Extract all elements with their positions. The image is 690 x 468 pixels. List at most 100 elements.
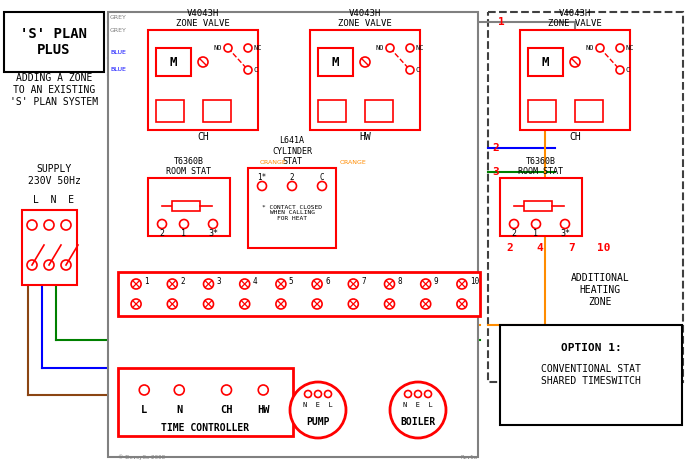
Text: V4043H
ZONE VALVE: V4043H ZONE VALVE xyxy=(338,8,392,28)
Circle shape xyxy=(360,57,370,67)
Text: 9: 9 xyxy=(434,278,438,286)
Bar xyxy=(22,210,77,285)
Text: 4: 4 xyxy=(253,278,257,286)
Text: BLUE: BLUE xyxy=(110,67,126,72)
Text: 2: 2 xyxy=(180,278,185,286)
Circle shape xyxy=(221,385,232,395)
Circle shape xyxy=(167,279,177,289)
Circle shape xyxy=(276,279,286,289)
Circle shape xyxy=(312,279,322,289)
Circle shape xyxy=(386,44,394,52)
Text: C: C xyxy=(254,67,258,73)
Text: TIME CONTROLLER: TIME CONTROLLER xyxy=(161,423,250,433)
Text: CONVENTIONAL STAT
SHARED TIMESWITCH: CONVENTIONAL STAT SHARED TIMESWITCH xyxy=(541,364,641,386)
Circle shape xyxy=(312,299,322,309)
Text: N: N xyxy=(176,405,182,415)
Circle shape xyxy=(198,57,208,67)
Bar xyxy=(118,272,480,316)
Text: 7: 7 xyxy=(569,243,575,253)
Circle shape xyxy=(406,44,414,52)
Circle shape xyxy=(167,299,177,309)
Text: 10: 10 xyxy=(598,243,611,253)
Circle shape xyxy=(384,279,395,289)
Text: L: L xyxy=(141,405,148,415)
Bar xyxy=(148,30,258,130)
Bar xyxy=(520,30,630,130)
Text: CH: CH xyxy=(197,132,209,142)
Circle shape xyxy=(596,44,604,52)
Circle shape xyxy=(421,299,431,309)
Text: 7: 7 xyxy=(362,278,366,286)
Circle shape xyxy=(457,299,467,309)
Circle shape xyxy=(324,390,331,397)
Text: M: M xyxy=(542,56,549,68)
Text: 3: 3 xyxy=(217,278,221,286)
Bar xyxy=(528,100,556,122)
Text: C: C xyxy=(416,67,420,73)
Text: 10: 10 xyxy=(470,278,479,286)
Text: NC: NC xyxy=(416,45,424,51)
Text: PUMP: PUMP xyxy=(306,417,330,427)
Text: 1: 1 xyxy=(498,17,505,27)
Circle shape xyxy=(384,299,395,309)
Text: NC: NC xyxy=(626,45,635,51)
Text: N  E  L: N E L xyxy=(303,402,333,408)
Bar xyxy=(4,12,104,72)
Text: 2: 2 xyxy=(159,229,164,239)
Bar xyxy=(118,368,293,436)
Text: 1*: 1* xyxy=(257,174,266,183)
Text: NC: NC xyxy=(254,45,262,51)
Circle shape xyxy=(239,299,250,309)
Text: M: M xyxy=(170,56,177,68)
Circle shape xyxy=(406,66,414,74)
Text: C: C xyxy=(319,174,324,183)
Text: L641A
CYLINDER
STAT: L641A CYLINDER STAT xyxy=(272,136,312,166)
Bar xyxy=(488,12,683,382)
Circle shape xyxy=(257,182,266,190)
Circle shape xyxy=(616,66,624,74)
Bar xyxy=(203,100,231,122)
Circle shape xyxy=(244,66,252,74)
Text: 3*: 3* xyxy=(208,229,218,239)
Text: M: M xyxy=(332,56,339,68)
Text: 2: 2 xyxy=(511,229,517,239)
Circle shape xyxy=(239,279,250,289)
Text: T6360B
ROOM STAT: T6360B ROOM STAT xyxy=(166,157,212,176)
Circle shape xyxy=(317,182,326,190)
Text: 3: 3 xyxy=(492,167,499,177)
Text: NO: NO xyxy=(213,45,222,51)
Circle shape xyxy=(224,44,232,52)
Circle shape xyxy=(258,385,268,395)
Circle shape xyxy=(204,299,213,309)
Circle shape xyxy=(61,220,71,230)
Circle shape xyxy=(175,385,184,395)
Circle shape xyxy=(348,299,358,309)
Text: 3*: 3* xyxy=(560,229,570,239)
Circle shape xyxy=(27,260,37,270)
Circle shape xyxy=(44,220,54,230)
Text: 8: 8 xyxy=(397,278,402,286)
Circle shape xyxy=(139,385,149,395)
Bar xyxy=(524,201,552,211)
Bar xyxy=(318,100,346,122)
Circle shape xyxy=(315,390,322,397)
Text: ADDITIONAL
HEATING
ZONE: ADDITIONAL HEATING ZONE xyxy=(571,273,629,307)
Bar xyxy=(248,168,336,248)
Bar xyxy=(528,48,563,76)
Text: ORANGE: ORANGE xyxy=(340,160,367,165)
Circle shape xyxy=(404,390,411,397)
Circle shape xyxy=(290,382,346,438)
Circle shape xyxy=(531,219,540,228)
Text: HW: HW xyxy=(257,405,270,415)
Text: L  N  E: L N E xyxy=(33,195,75,205)
Circle shape xyxy=(616,44,624,52)
Text: 'S' PLAN
PLUS: 'S' PLAN PLUS xyxy=(21,27,88,57)
Circle shape xyxy=(560,219,569,228)
Circle shape xyxy=(131,299,141,309)
Circle shape xyxy=(157,219,166,228)
Text: CH: CH xyxy=(569,132,581,142)
Text: NO: NO xyxy=(375,45,384,51)
Circle shape xyxy=(244,44,252,52)
Text: CH: CH xyxy=(220,405,233,415)
Text: BLUE: BLUE xyxy=(110,50,126,55)
